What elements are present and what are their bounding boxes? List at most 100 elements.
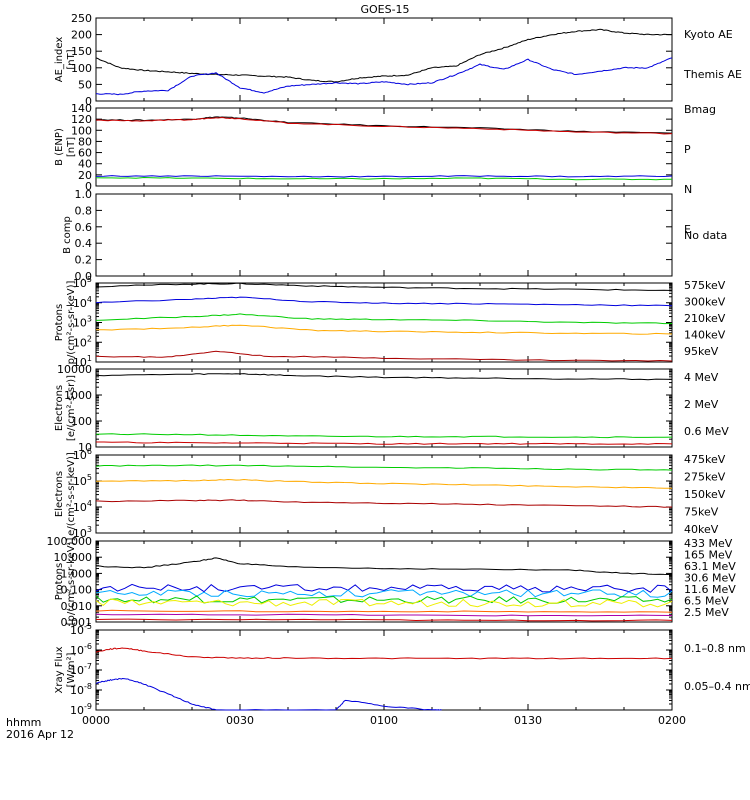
y-tick-label: 0 (85, 95, 92, 108)
legend-entry: 165 MeV (684, 549, 733, 562)
y-tick-label: 100 (71, 62, 92, 75)
series-line-2 (95, 313, 673, 325)
legend-entry: 75keV (684, 506, 719, 519)
legend-entry: N (684, 183, 692, 196)
y-axis-label: B (ENP) (54, 128, 65, 166)
y-tick-label: 0.001 (61, 616, 93, 629)
legend-entry: 4 MeV (684, 371, 719, 384)
legend-entry: 0.1–0.8 nm (684, 642, 746, 655)
y-tick-label: 0 (85, 180, 92, 193)
panel-electrons1: 10 100 1000 10000 Electrons [e/(cm²-s-sr)] 4 M… (54, 363, 729, 454)
y-axis-label: Protons (54, 563, 65, 600)
legend-entry: 275keV (684, 471, 726, 484)
footer-date: 2016 Apr 12 (6, 728, 74, 741)
panel-frame (95, 193, 673, 277)
legend-entry: 0.6 MeV (684, 425, 729, 438)
series-line-4 (95, 350, 673, 362)
y-tick-label: 150 (71, 45, 92, 58)
legend-entry: 150keV (684, 488, 726, 501)
y-tick-label: 50 (78, 78, 92, 91)
series-line-2 (95, 589, 673, 598)
series-line-0 (95, 282, 673, 291)
legend-entry: 475keV (684, 453, 726, 466)
y-axis-label: Electrons (54, 471, 65, 517)
legend-entry: 40keV (684, 523, 719, 536)
series-line-5 (95, 609, 673, 613)
x-tick-label: 0200 (658, 714, 686, 727)
x-tick-label: 0130 (514, 714, 542, 727)
legend-entry: Themis AE (683, 68, 742, 81)
y-tick-label: 100 (71, 415, 92, 428)
x-axis-labels: 0000 0030 0100 0130 0200 (82, 714, 686, 727)
legend-entry: 300keV (684, 296, 726, 309)
legend-entry: 2 MeV (684, 398, 719, 411)
y-tick-label: 10 (78, 441, 92, 454)
y-axis-unit: [nT] (66, 49, 77, 69)
legend-entry: 575keV (684, 279, 726, 292)
y-axis-unit: e/(cm²-s-sr-keV)] (66, 452, 77, 536)
y-tick-label: 10.000 (54, 551, 93, 564)
series-line-1 (95, 116, 673, 135)
panel-protons2: 0.001 0.010 0.100 1.000 10.000 100.000 Protons… (47, 535, 737, 629)
legend-entry: 30.6 MeV (684, 572, 736, 585)
series-line-0 (95, 464, 673, 471)
series-line-1 (95, 478, 672, 489)
series-line-2 (96, 441, 673, 445)
y-axis-unit: [W/m²] (66, 652, 77, 687)
y-axis-unit: [e/(cm²-s-sr)] (66, 375, 77, 441)
y-axis-unit: [p/(cm²-s-sr-keV)] (66, 538, 77, 626)
series-line-1 (95, 57, 673, 96)
legend-entry: E (684, 223, 691, 236)
y-tick-label: 40 (78, 158, 92, 171)
y-tick-label: 1.000 (61, 567, 93, 580)
legend-entry: 95keV (684, 345, 719, 358)
panel-bcomp: 0.0 0.2 0.4 0.6 0.8 1.0 B comp No data (62, 188, 727, 283)
y-tick-label: 60 (78, 147, 92, 160)
y-tick-label: 250 (71, 12, 92, 25)
y-tick-label: 200 (71, 29, 92, 42)
legend-entry: 433 MeV (684, 537, 733, 550)
series-line-4 (95, 598, 673, 608)
panel-frame (95, 454, 673, 534)
y-tick-label: 0.010 (61, 600, 93, 613)
y-tick-label: 10-5 (70, 622, 92, 637)
series-line-3 (96, 324, 673, 335)
footer-hhmm: hhmm (6, 716, 41, 729)
series-line-3 (95, 595, 673, 604)
panel-frame (95, 629, 673, 711)
legend-entry: 210keV (684, 312, 726, 325)
legend-entry: 63.1 MeV (684, 560, 736, 573)
series-line-0 (95, 28, 672, 83)
y-tick-label: 0.8 (75, 204, 93, 217)
series-line-7 (95, 618, 673, 622)
y-tick-label: 140 (71, 102, 92, 115)
series-line-1 (95, 583, 673, 593)
legend-entry: 0.05–0.4 nm (684, 680, 750, 693)
legend-entry: P (684, 143, 691, 156)
x-tick-label: 0000 (82, 714, 110, 727)
legend-entry: Bmag (684, 103, 716, 116)
y-axis-unit: [nT] (66, 137, 77, 157)
panel-frame (95, 540, 673, 623)
x-tick-label: 0030 (226, 714, 254, 727)
series-line-0 (95, 373, 673, 381)
legend-entry: No data (684, 229, 727, 242)
series-line-2 (95, 176, 673, 181)
legend-entry: 6.5 MeV (684, 595, 729, 608)
y-tick-label: 10000 (57, 363, 92, 376)
y-axis-label: Protons (54, 304, 65, 341)
series-line-0 (96, 557, 673, 576)
series-line-1 (95, 433, 673, 439)
series-line-0 (95, 116, 673, 134)
y-tick-label: 0.2 (75, 254, 93, 267)
y-tick-label: 1.0 (75, 188, 93, 201)
series-line-0 (95, 647, 673, 660)
y-axis-label: Xray Flux (54, 646, 65, 693)
panel-frame (95, 368, 673, 448)
legend-entry: Kyoto AE (684, 28, 733, 41)
legend-entry: 2.5 MeV (684, 606, 729, 619)
y-tick-label: 80 (78, 135, 92, 148)
